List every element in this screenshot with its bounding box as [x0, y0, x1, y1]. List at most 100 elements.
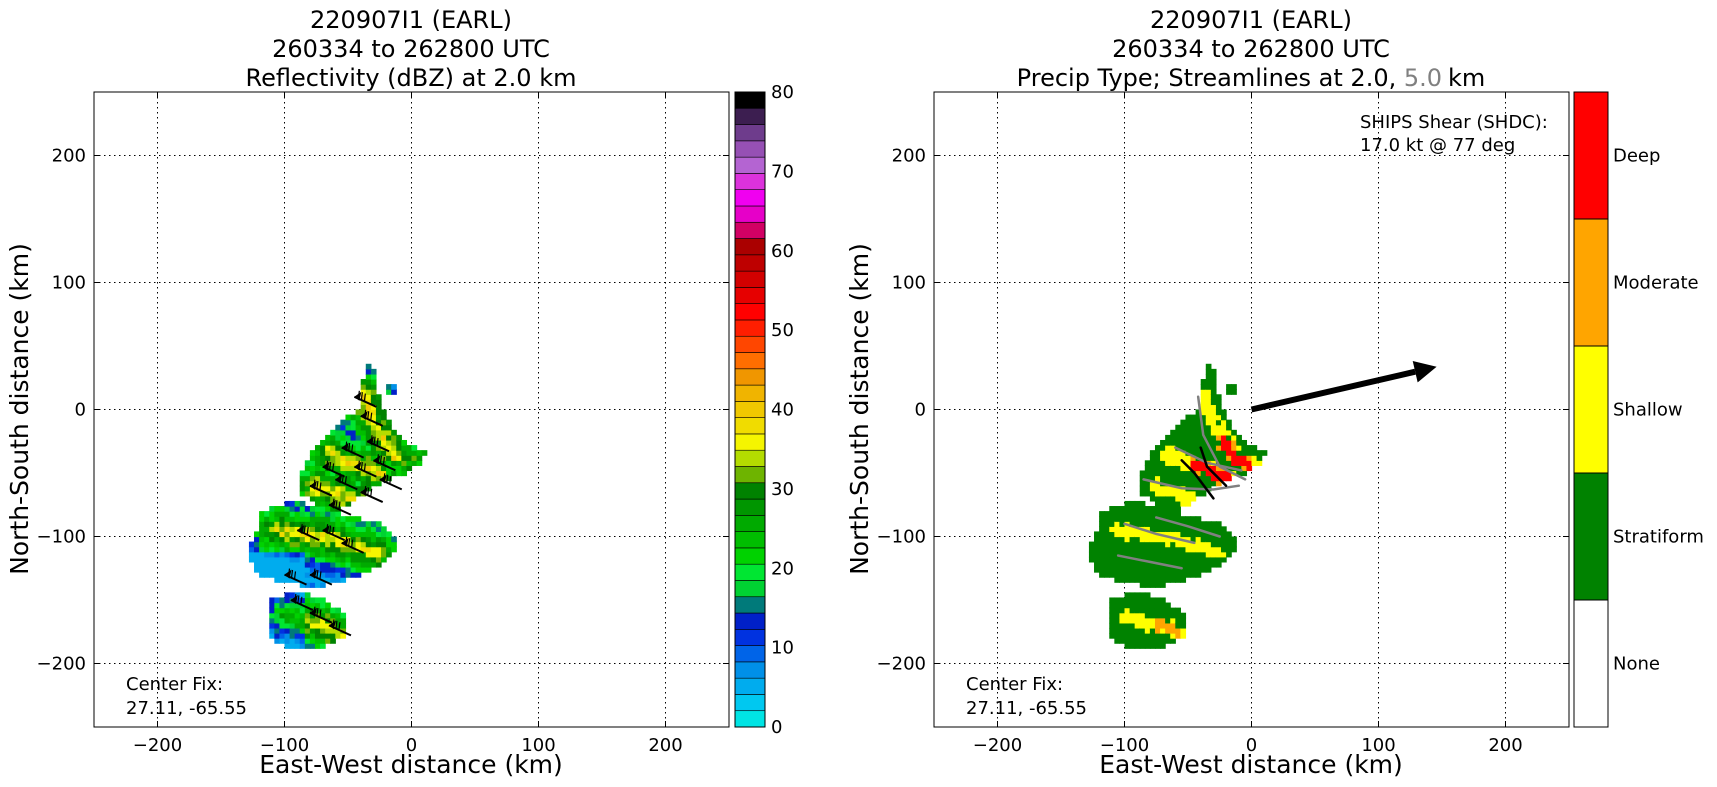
reflectivity-cell: [386, 531, 392, 538]
reflectivity-cell: [396, 460, 402, 466]
reflectivity-cell: [314, 521, 321, 527]
precip-type-cell: [1205, 394, 1212, 400]
reflectivity-cell: [396, 434, 402, 441]
precip-type-cell: [1139, 612, 1146, 619]
reflectivity-cell: [289, 643, 296, 649]
precip-type-cell: [1134, 602, 1141, 609]
precip-type-cell: [1160, 506, 1166, 512]
precip-type-cell: [1165, 566, 1171, 573]
reflectivity-cell: [309, 475, 316, 482]
precip-type-cell: [1170, 622, 1176, 629]
precip-type-cell: [1190, 414, 1197, 421]
precip-type-cell: [1109, 597, 1115, 604]
reflectivity-cell: [365, 424, 372, 431]
reflectivity-cell: [274, 607, 281, 614]
precip-type-cell: [1205, 546, 1212, 553]
reflectivity-cell: [335, 627, 341, 634]
precip-type-cell: [1165, 465, 1171, 472]
wind-barb-head: [309, 607, 317, 617]
precip-type-cell: [1149, 577, 1156, 583]
precip-type-cell: [1149, 511, 1156, 517]
precip-type-cell: [1190, 516, 1197, 522]
precip-type-cell: [1154, 460, 1161, 466]
wind-barb-feather: [351, 444, 354, 453]
colorbar-swatch: [734, 515, 766, 532]
precip-type-cell: [1185, 546, 1192, 553]
reflectivity-cell: [350, 531, 357, 538]
precip-type-cell: [1180, 495, 1187, 502]
reflectivity-cell: [381, 465, 387, 472]
precip-type-cell: [1165, 638, 1171, 644]
reflectivity-cell: [360, 384, 367, 390]
reflectivity-cell: [269, 607, 275, 614]
reflectivity-cell: [289, 602, 296, 609]
precip-type-cell: [1144, 597, 1151, 604]
reflectivity-cell: [259, 521, 265, 527]
reflectivity-cell: [284, 627, 291, 634]
reflectivity-cell: [320, 465, 326, 472]
precip-type-cell: [1190, 556, 1197, 563]
precip-type-cell: [1154, 546, 1161, 553]
reflectivity-cell: [370, 470, 377, 477]
reflectivity-cell: [340, 516, 347, 522]
precip-type-cell: [1154, 490, 1161, 497]
reflectivity-cell: [381, 470, 387, 477]
precip-type-cell: [1139, 561, 1146, 568]
precip-type-cell: [1200, 531, 1207, 538]
wind-barb-feather: [316, 608, 319, 617]
reflectivity-cell: [381, 541, 387, 548]
reflectivity-cell: [284, 561, 291, 568]
precip-type-cell: [1149, 460, 1156, 466]
colorbar-swatch: [734, 531, 766, 549]
reflectivity-cell: [365, 379, 372, 385]
reflectivity-cell: [335, 450, 341, 456]
precip-type-cell: [1175, 572, 1181, 578]
precip-type-cell: [1236, 460, 1242, 466]
reflectivity-cell: [304, 460, 311, 466]
precip-type-cell: [1109, 627, 1115, 634]
wind-barb-head: [354, 461, 362, 471]
precip-type-cell: [1160, 607, 1166, 614]
reflectivity-cell: [309, 627, 316, 634]
precip-type-cell: [1114, 556, 1121, 563]
reflectivity-cell: [375, 521, 382, 527]
precip-type-cell: [1185, 551, 1192, 558]
reflectivity-cell: [335, 607, 341, 614]
precip-type-cell: [1205, 556, 1212, 563]
reflectivity-cell: [320, 480, 326, 487]
precip-type-cell: [1185, 414, 1192, 421]
precip-type-cell: [1165, 506, 1171, 512]
wind-barb-head: [328, 499, 336, 509]
colorbar-swatch: [734, 677, 766, 695]
reflectivity-cell: [370, 424, 377, 431]
precip-type-cell: [1215, 439, 1222, 446]
reflectivity-cell: [314, 506, 321, 512]
precip-type-cell: [1104, 572, 1110, 578]
precip-type-cell: [1165, 556, 1171, 563]
reflectivity-cell: [284, 577, 291, 583]
reflectivity-cell: [340, 495, 347, 502]
reflectivity-cell: [294, 592, 301, 599]
precip-type-cell: [1170, 556, 1176, 563]
precip-type-cell: [1200, 460, 1207, 466]
precip-type-cell: [1144, 622, 1151, 629]
precip-type-cell: [1139, 622, 1146, 629]
precip-type-cell: [1160, 521, 1166, 527]
reflectivity-cell: [279, 506, 286, 512]
reflectivity-cell: [360, 541, 367, 548]
reflectivity-cell: [325, 445, 331, 451]
left-ytick-label: 100: [52, 273, 86, 294]
precip-type-cell: [1134, 566, 1141, 573]
precip-type-cell: [1088, 546, 1095, 553]
precip-type-cell: [1210, 389, 1217, 395]
reflectivity-cell: [340, 617, 347, 624]
reflectivity-panel: 220907I1 (EARL) 260334 to 262800 UTC Ref…: [5, 6, 794, 779]
wind-barb-feather: [300, 524, 303, 533]
precip-type-cell: [1170, 490, 1176, 497]
reflectivity-cell: [370, 521, 377, 527]
reflectivity-cell: [299, 490, 306, 497]
precip-type-cell: [1185, 500, 1192, 507]
precip-type-cell: [1221, 409, 1227, 416]
precip-type-cell: [1149, 450, 1156, 456]
reflectivity-cell: [274, 622, 281, 629]
